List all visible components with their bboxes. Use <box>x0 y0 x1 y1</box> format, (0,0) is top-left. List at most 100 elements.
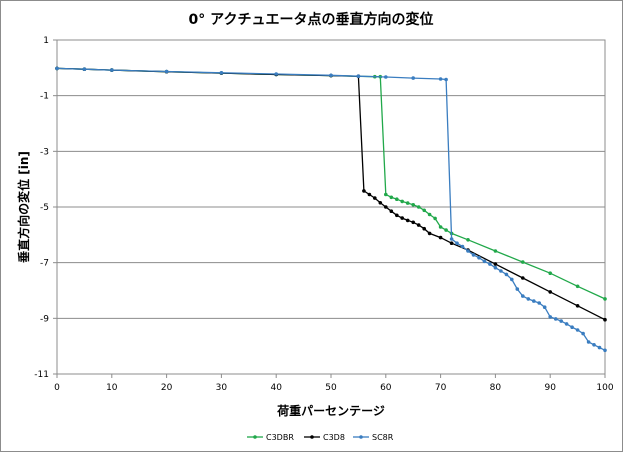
data-point <box>427 231 432 236</box>
data-point <box>603 348 607 353</box>
axis-ticks: 1 -1 -3 -5 -7 -9 -11 0 10 20 30 40 50 60 70 80 90 100 <box>34 36 614 393</box>
legend-item: C3D8 <box>304 433 345 442</box>
data-point <box>553 317 558 321</box>
series-sc8r <box>55 66 607 353</box>
data-point <box>493 265 498 270</box>
y-axis-title: 垂直方向の変位 [in] <box>16 151 31 263</box>
data-point <box>482 259 487 264</box>
data-point <box>592 343 596 347</box>
data-point <box>504 272 509 277</box>
data-point <box>570 325 574 330</box>
data-point <box>455 241 459 245</box>
data-point <box>515 287 520 291</box>
data-point <box>575 284 580 289</box>
data-point <box>532 299 536 303</box>
data-point <box>493 262 498 266</box>
data-point <box>405 201 410 205</box>
data-point <box>466 249 470 253</box>
data-point <box>521 260 525 264</box>
data-point <box>356 74 361 78</box>
data-point <box>384 192 388 197</box>
data-point <box>405 218 410 223</box>
x-tick-label: 100 <box>596 383 613 393</box>
y-tick-label: -1 <box>40 92 49 102</box>
series-c3dbr <box>55 66 607 301</box>
x-tick-label: 60 <box>380 383 392 393</box>
data-point <box>510 277 514 282</box>
x-tick-label: 70 <box>435 383 447 393</box>
x-axis-title: 荷重パーセンテージ <box>276 403 385 418</box>
data-point <box>389 195 394 200</box>
data-point <box>384 205 388 209</box>
series-line <box>56 67 606 351</box>
data-point <box>411 220 416 225</box>
data-point <box>581 331 585 336</box>
chart-title: 0° アクチュエータ点の垂直方向の変位 <box>189 11 434 28</box>
legend-label: C3DBR <box>266 433 294 442</box>
data-point <box>603 297 607 301</box>
x-tick-label: 20 <box>161 383 173 393</box>
data-point <box>493 249 498 253</box>
legend-marker <box>253 435 257 439</box>
data-point <box>477 255 481 260</box>
legend-marker <box>310 435 314 439</box>
x-tick-label: 0 <box>54 383 60 393</box>
data-point <box>460 244 465 249</box>
data-point <box>597 345 602 350</box>
data-point <box>548 271 552 276</box>
data-point <box>438 225 443 229</box>
series-group <box>55 66 607 353</box>
y-tick-label: -7 <box>40 259 49 269</box>
data-point <box>488 262 492 266</box>
y-tick-label: -5 <box>40 203 49 213</box>
data-point <box>378 201 383 205</box>
data-point <box>416 223 421 227</box>
data-point <box>422 208 427 213</box>
data-point <box>373 196 377 200</box>
series-c3d8 <box>55 66 607 322</box>
data-point <box>521 276 525 280</box>
data-point <box>384 75 388 79</box>
data-point <box>564 322 569 326</box>
data-point <box>110 68 114 72</box>
data-point <box>411 76 416 80</box>
data-point <box>449 241 454 245</box>
data-point <box>362 189 366 193</box>
data-point <box>444 228 448 232</box>
y-tick-label: 1 <box>43 36 49 46</box>
data-point <box>548 315 552 319</box>
data-point <box>164 69 169 74</box>
data-point <box>499 269 503 273</box>
y-tick-label: -9 <box>40 314 49 324</box>
y-tick-label: -3 <box>40 147 49 157</box>
data-point <box>444 77 448 82</box>
data-point <box>274 72 279 76</box>
series-line <box>56 67 606 321</box>
data-point <box>438 77 443 81</box>
data-point <box>389 209 394 213</box>
data-point <box>548 290 552 294</box>
data-point <box>416 205 421 209</box>
data-point <box>395 213 399 218</box>
x-tick-label: 80 <box>490 383 502 393</box>
data-point <box>427 212 432 217</box>
data-point <box>395 197 399 201</box>
data-point <box>586 340 591 344</box>
x-tick-label: 50 <box>325 383 337 393</box>
data-point <box>526 297 531 301</box>
data-point <box>575 304 580 308</box>
series-line <box>56 67 606 300</box>
legend-item: C3DBR <box>247 433 294 442</box>
legend-marker <box>359 435 363 439</box>
data-point <box>400 199 405 204</box>
x-tick-label: 40 <box>270 383 282 393</box>
data-point <box>82 67 87 71</box>
legend: C3DBR C3D8 SC8R <box>247 433 394 442</box>
data-point <box>542 305 547 310</box>
y-tick-label: -11 <box>34 370 49 380</box>
data-point <box>471 253 476 257</box>
data-point <box>521 294 525 298</box>
data-point <box>219 71 224 75</box>
